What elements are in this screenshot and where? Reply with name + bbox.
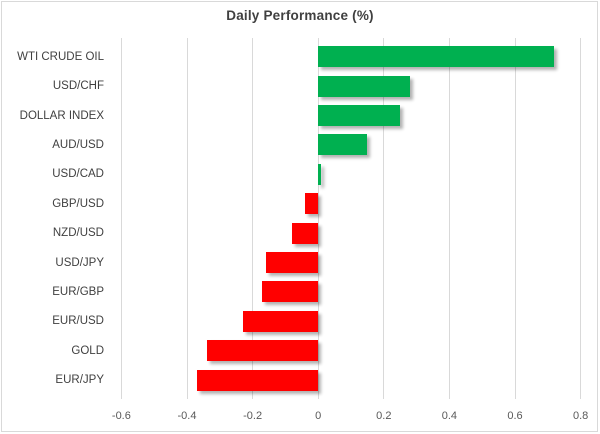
category-label-eur-usd: EUR/USD [52, 315, 104, 328]
bar-usd-chf [318, 75, 411, 97]
category-label-gold: GOLD [71, 344, 104, 357]
bar-eur-jpy [196, 369, 319, 391]
bar-eur-usd [242, 310, 319, 332]
x-tick-label-0.8: 0.8 [572, 410, 589, 422]
bar-gold [206, 340, 319, 362]
bar-nzd-usd [291, 222, 319, 244]
x-tick-label-0: 0 [315, 410, 322, 422]
bar-gbp-usd [305, 193, 319, 215]
x-tick-label-0.4: 0.4 [441, 410, 458, 422]
category-label-aud-usd: AUD/USD [52, 138, 104, 151]
gridline--0.2 [252, 38, 254, 399]
category-label-usd-chf: USD/CHF [52, 80, 104, 93]
category-label-usd-cad: USD/CAD [52, 168, 104, 181]
gridline-0.4 [448, 38, 450, 399]
x-tick-label-0.2: 0.2 [376, 410, 392, 422]
bar-eur-gbp [262, 281, 319, 303]
gridline-0.2 [383, 38, 385, 399]
category-label-eur-jpy: EUR/JPY [55, 374, 104, 387]
category-label-usd-jpy: USD/JPY [55, 256, 104, 269]
chart-title: Daily Performance (%) [226, 8, 374, 23]
gridline-0.6 [514, 38, 516, 399]
x-tick-label--0.4: -0.4 [177, 410, 197, 422]
bar-dollar-index [318, 105, 401, 126]
category-label-eur-gbp: EUR/GBP [52, 285, 104, 298]
category-label-wti-crude-oil: WTI CRUDE OIL [17, 50, 104, 63]
category-label-gbp-usd: GBP/USD [52, 197, 104, 210]
bar-usd-jpy [265, 252, 319, 273]
x-tick-label-0.6: 0.6 [507, 410, 523, 422]
gridline--0.4 [186, 38, 188, 399]
bar-wti-crude-oil [318, 46, 555, 68]
x-tick-label--0.6: -0.6 [111, 410, 131, 422]
x-tick-label--0.2: -0.2 [243, 410, 263, 422]
bar-aud-usd [318, 134, 368, 156]
gridline-0 [317, 38, 319, 399]
category-label-nzd-usd: NZD/USD [52, 227, 104, 240]
category-label-dollar-index: DOLLAR INDEX [19, 109, 104, 122]
bar-usd-cad [318, 163, 322, 185]
gridline-0.8 [580, 38, 582, 399]
gridline--0.6 [120, 38, 122, 399]
